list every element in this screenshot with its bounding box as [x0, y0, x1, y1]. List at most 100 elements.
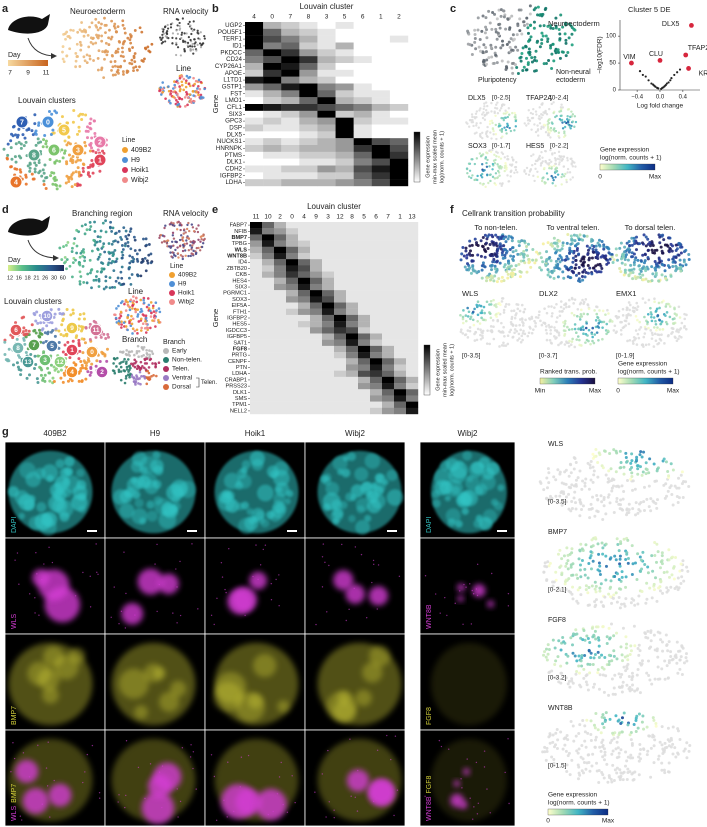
umap-cell: [531, 164, 533, 166]
heatmap-cell: [334, 358, 346, 364]
cluster-label: 1: [98, 157, 102, 164]
heatmap-cell: [354, 63, 372, 70]
umap-cell: [577, 335, 580, 338]
umap-cell: [491, 11, 494, 14]
speck: [279, 776, 280, 777]
umap-cell: [483, 306, 486, 309]
umap-cell: [558, 28, 561, 31]
umap-cell: [99, 360, 102, 363]
heatmap-cell: [274, 278, 286, 284]
heatmap-cell: [394, 333, 406, 339]
speck: [222, 576, 223, 577]
wls-blob: [368, 779, 394, 805]
speck: [34, 612, 35, 613]
umap-cell: [158, 90, 161, 93]
heatmap-cell: [299, 131, 317, 138]
heatmap-cell: [406, 234, 418, 240]
umap-cell: [596, 263, 599, 266]
heatmap-cell: [336, 104, 354, 111]
umap-cell: [191, 43, 193, 45]
umap-cell: [197, 247, 199, 249]
umap-cell: [172, 87, 175, 90]
umap-cell: [89, 118, 92, 121]
umap-cell: [476, 320, 479, 323]
umap-cell: [82, 170, 85, 173]
umap-cell: [490, 46, 493, 49]
umap-cell: [120, 315, 123, 318]
umap-cell: [489, 312, 492, 315]
umap-cell: [680, 251, 683, 254]
umap-cell: [528, 38, 531, 41]
speck: [387, 793, 388, 794]
heatmap-cell: [372, 97, 390, 104]
umap-cell: [501, 44, 504, 47]
umap-cell: [478, 46, 481, 49]
umap-cell: [192, 90, 195, 93]
colorbar-tick-label: Min: [535, 388, 546, 395]
axis-title: Louvain cluster: [307, 202, 361, 211]
umap-cell: [557, 173, 559, 175]
umap-cell: [474, 33, 477, 36]
umap-cell: [549, 243, 552, 246]
gene-label: FGF8: [233, 346, 247, 352]
umap-cell: [486, 136, 488, 138]
umap-cell: [505, 303, 508, 306]
umap-cell: [145, 323, 148, 326]
umap-cell: [595, 313, 598, 316]
umap-cell: [495, 151, 497, 153]
umap-cell: [633, 336, 636, 339]
heatmap-cell: [406, 408, 418, 414]
micrograph: [105, 538, 205, 634]
umap-cell: [650, 311, 653, 314]
umap-cell: [475, 241, 478, 244]
colorbar: [8, 60, 48, 66]
umap-cell: [651, 320, 654, 323]
micrograph: [5, 538, 105, 634]
umap-cell: [48, 371, 51, 374]
legend-label: H9: [178, 281, 187, 288]
heatmap-cell: [245, 36, 263, 43]
umap-cell: [112, 369, 115, 372]
umap-cell: [591, 340, 594, 343]
umap-cell: [118, 320, 121, 323]
speck: [43, 563, 44, 564]
umap-cell: [103, 58, 106, 61]
umap-cell: [547, 126, 549, 128]
umap-cell: [177, 46, 179, 48]
legend-title: Branch: [163, 339, 185, 346]
panel-label: f: [450, 204, 454, 216]
heatmap-cell: [406, 352, 418, 358]
umap-cell: [189, 39, 191, 41]
umap-cell: [503, 265, 506, 268]
umap-cell: [598, 270, 601, 273]
umap-cell: [513, 268, 516, 271]
umap-cell: [126, 329, 129, 332]
umap-cell: [491, 168, 493, 170]
speck: [95, 543, 96, 544]
umap-cell: [38, 161, 41, 164]
umap-cell: [201, 246, 203, 248]
umap-cell: [530, 128, 532, 130]
umap-cell: [583, 261, 586, 264]
map-range: [0-2.4]: [550, 95, 569, 102]
umap-cell: [61, 313, 64, 316]
umap-cell: [59, 184, 62, 187]
umap-cell: [35, 144, 38, 147]
heatmap-cell: [346, 296, 358, 302]
umap-cell: [120, 379, 123, 382]
speck: [440, 612, 441, 613]
umap-cell: [558, 334, 561, 337]
umap-cell: [109, 276, 112, 279]
umap-cell: [521, 304, 524, 307]
umap-cell: [115, 30, 118, 33]
umap-cell: [34, 363, 37, 366]
umap-cell: [182, 258, 184, 260]
umap-cell: [89, 127, 92, 130]
heatmap-cell: [354, 43, 372, 50]
dapi-nucleus-cluster: [29, 516, 43, 530]
heatmap-cell: [336, 159, 354, 166]
umap-cell: [668, 250, 671, 253]
umap-cell: [82, 167, 85, 170]
column-label: 3: [325, 14, 329, 21]
heatmap-cell: [274, 377, 286, 383]
